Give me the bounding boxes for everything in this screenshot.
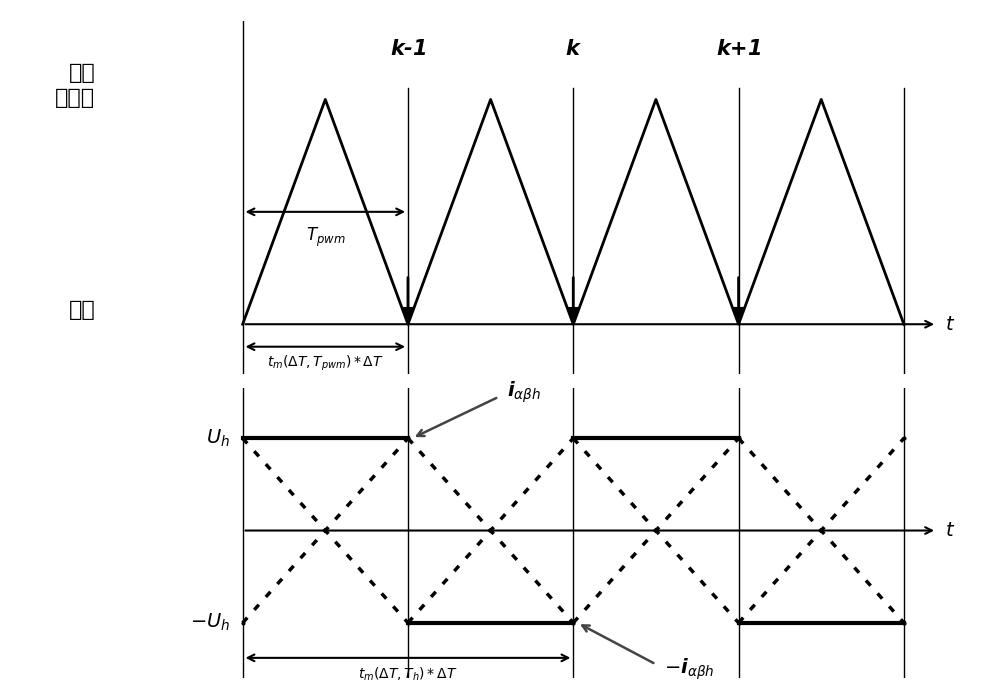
Text: $\boldsymbol{i}_{\alpha\beta h}$: $\boldsymbol{i}_{\alpha\beta h}$ <box>507 379 541 405</box>
Text: $T_{pwm}$: $T_{pwm}$ <box>306 226 345 248</box>
Text: $t$: $t$ <box>945 315 955 334</box>
Text: $\boldsymbol{k}$: $\boldsymbol{k}$ <box>565 39 582 59</box>
Text: 采样
计算点: 采样 计算点 <box>55 63 95 108</box>
Text: $t_m\left(\Delta T,T_{pwm}\right)*\Delta T$: $t_m\left(\Delta T,T_{pwm}\right)*\Delta… <box>267 354 384 373</box>
Text: $t$: $t$ <box>945 521 955 540</box>
Text: $\boldsymbol{k}$+1: $\boldsymbol{k}$+1 <box>716 39 761 59</box>
Text: $-\boldsymbol{i}_{\alpha\beta h}$: $-\boldsymbol{i}_{\alpha\beta h}$ <box>664 656 715 682</box>
Text: $\boldsymbol{k}$-1: $\boldsymbol{k}$-1 <box>390 39 426 59</box>
Text: $t_m\left(\Delta T,T_h\right)*\Delta T$: $t_m\left(\Delta T,T_h\right)*\Delta T$ <box>358 665 458 682</box>
Text: $-U_h$: $-U_h$ <box>190 612 230 633</box>
Text: 载波: 载波 <box>68 300 95 320</box>
Text: $U_h$: $U_h$ <box>206 428 230 449</box>
